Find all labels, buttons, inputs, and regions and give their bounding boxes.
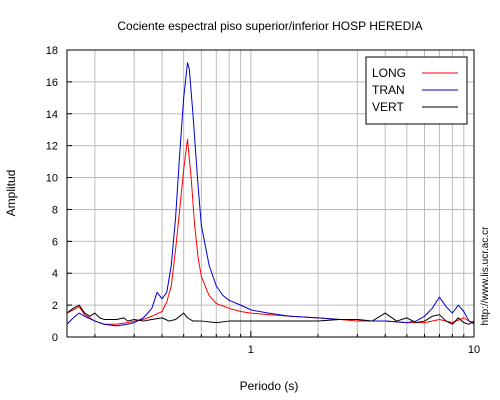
y-tick-label: 10 bbox=[46, 173, 58, 185]
series-lines bbox=[66, 62, 475, 327]
y-tick-label: 0 bbox=[52, 332, 58, 344]
legend-label-long: LONG bbox=[372, 66, 406, 80]
legend-label-vert: VERT bbox=[372, 100, 404, 114]
series-line-vert bbox=[66, 304, 475, 325]
x-tick-label: 10 bbox=[468, 344, 480, 356]
axis-ticks: 0 2 4 6 8 10 12 14 16 18 1 10 bbox=[46, 45, 480, 356]
chart-title: Cociente espectral piso superior/inferio… bbox=[117, 19, 422, 33]
y-tick-label: 16 bbox=[46, 77, 58, 89]
series-line-tran bbox=[66, 62, 475, 327]
y-axis-label: Amplitud bbox=[4, 170, 18, 217]
series-line-long bbox=[66, 138, 475, 325]
y-tick-label: 6 bbox=[52, 236, 58, 248]
y-tick-label: 18 bbox=[46, 45, 58, 57]
y-tick-label: 8 bbox=[52, 204, 58, 216]
y-tick-label: 2 bbox=[52, 300, 58, 312]
plot-frame bbox=[66, 49, 475, 338]
legend: LONG TRAN VERT bbox=[365, 56, 468, 125]
y-tick-label: 14 bbox=[46, 109, 58, 121]
source-url-note: http://www.lis.ucr.ac.cr bbox=[480, 226, 491, 326]
y-tick-label: 12 bbox=[46, 141, 58, 153]
legend-label-tran: TRAN bbox=[372, 83, 405, 97]
y-tick-label: 4 bbox=[52, 268, 58, 280]
x-tick-label: 1 bbox=[248, 344, 254, 356]
x-axis-label: Periodo (s) bbox=[240, 379, 299, 393]
